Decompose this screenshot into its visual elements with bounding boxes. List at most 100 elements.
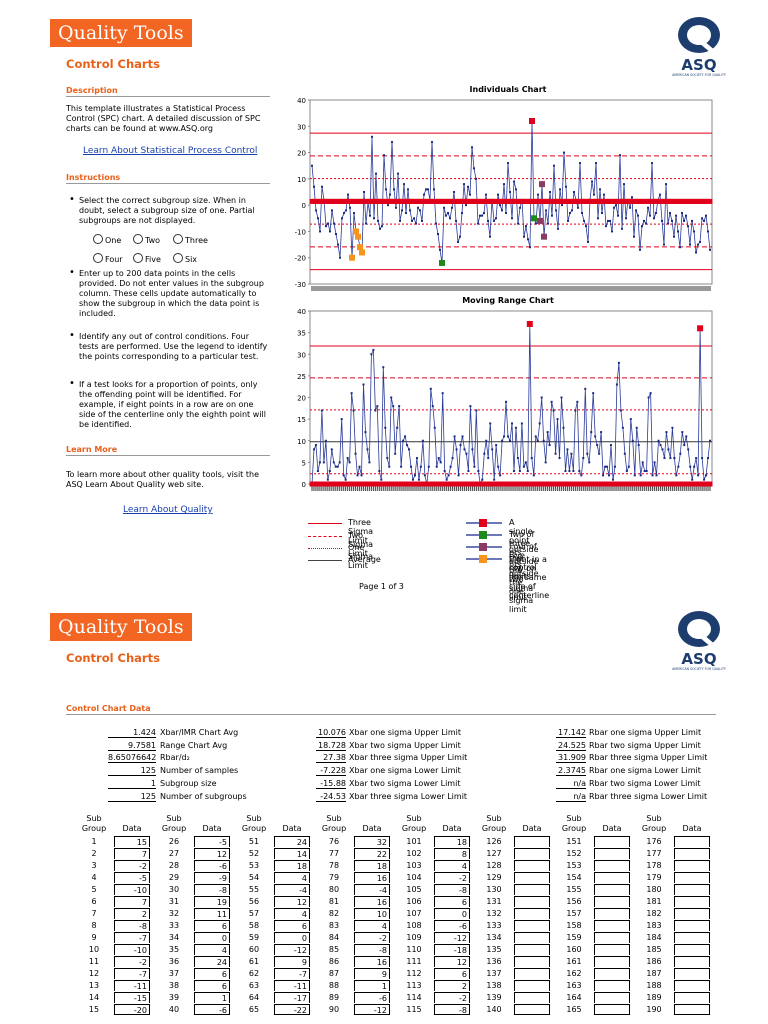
data-cell[interactable]: -10 — [114, 944, 150, 955]
data-cell[interactable]: 16 — [354, 872, 390, 883]
data-cell[interactable] — [514, 836, 550, 847]
data-cell[interactable]: -11 — [274, 980, 310, 991]
data-cell[interactable] — [514, 992, 550, 1003]
data-cell[interactable]: 4 — [354, 920, 390, 931]
data-cell[interactable]: 16 — [354, 956, 390, 967]
data-cell[interactable]: 4 — [434, 860, 470, 871]
data-cell[interactable]: -7 — [114, 968, 150, 979]
data-cell[interactable] — [594, 932, 630, 943]
data-cell[interactable]: -8 — [354, 944, 390, 955]
data-cell[interactable]: -5 — [114, 872, 150, 883]
data-cell[interactable]: 4 — [194, 944, 230, 955]
data-cell[interactable]: 18 — [354, 860, 390, 871]
radio-six[interactable]: Six — [173, 253, 197, 264]
data-cell[interactable] — [674, 848, 710, 859]
data-cell[interactable]: 24 — [194, 956, 230, 967]
data-cell[interactable]: 19 — [194, 896, 230, 907]
data-cell[interactable]: 6 — [434, 896, 470, 907]
data-cell[interactable] — [674, 920, 710, 931]
data-cell[interactable]: -2 — [114, 956, 150, 967]
data-cell[interactable]: -9 — [194, 872, 230, 883]
data-cell[interactable]: -12 — [274, 944, 310, 955]
data-cell[interactable]: 6 — [194, 968, 230, 979]
data-cell[interactable]: 6 — [194, 920, 230, 931]
data-cell[interactable] — [594, 956, 630, 967]
data-cell[interactable] — [594, 908, 630, 919]
data-cell[interactable] — [674, 980, 710, 991]
data-cell[interactable] — [514, 920, 550, 931]
data-cell[interactable] — [594, 944, 630, 955]
data-cell[interactable]: 1 — [194, 992, 230, 1003]
data-cell[interactable]: -8 — [434, 1004, 470, 1015]
data-cell[interactable] — [514, 848, 550, 859]
data-cell[interactable]: 16 — [354, 896, 390, 907]
data-cell[interactable]: -7 — [114, 932, 150, 943]
data-cell[interactable]: -2 — [354, 932, 390, 943]
data-cell[interactable]: 18 — [434, 836, 470, 847]
data-cell[interactable] — [514, 932, 550, 943]
data-cell[interactable]: -18 — [434, 944, 470, 955]
data-cell[interactable] — [594, 872, 630, 883]
data-cell[interactable]: 24 — [274, 836, 310, 847]
data-cell[interactable] — [594, 884, 630, 895]
data-cell[interactable] — [674, 836, 710, 847]
data-cell[interactable]: 8 — [434, 848, 470, 859]
data-cell[interactable]: 11 — [194, 908, 230, 919]
data-cell[interactable]: 2 — [114, 908, 150, 919]
data-cell[interactable] — [674, 992, 710, 1003]
data-cell[interactable] — [674, 1004, 710, 1015]
data-cell[interactable] — [594, 920, 630, 931]
data-cell[interactable] — [514, 968, 550, 979]
data-cell[interactable]: 6 — [194, 980, 230, 991]
data-cell[interactable] — [594, 896, 630, 907]
data-cell[interactable]: -2 — [434, 872, 470, 883]
data-cell[interactable]: -6 — [194, 1004, 230, 1015]
data-cell[interactable]: -6 — [354, 992, 390, 1003]
data-cell[interactable] — [514, 908, 550, 919]
data-cell[interactable]: 7 — [114, 848, 150, 859]
data-cell[interactable]: 0 — [194, 932, 230, 943]
data-cell[interactable]: 0 — [274, 932, 310, 943]
data-cell[interactable] — [514, 1004, 550, 1015]
data-cell[interactable]: -10 — [114, 884, 150, 895]
data-cell[interactable] — [674, 896, 710, 907]
data-cell[interactable]: 9 — [354, 968, 390, 979]
data-cell[interactable] — [594, 836, 630, 847]
radio-four[interactable]: Four — [93, 253, 123, 264]
data-cell[interactable] — [674, 884, 710, 895]
data-cell[interactable]: -5 — [194, 836, 230, 847]
data-cell[interactable]: 6 — [274, 920, 310, 931]
data-cell[interactable]: 22 — [354, 848, 390, 859]
data-cell[interactable]: -6 — [434, 920, 470, 931]
data-cell[interactable] — [594, 1004, 630, 1015]
data-cell[interactable]: -2 — [114, 860, 150, 871]
data-cell[interactable] — [674, 908, 710, 919]
data-cell[interactable] — [674, 860, 710, 871]
data-cell[interactable]: 4 — [274, 908, 310, 919]
radio-one[interactable]: One — [93, 234, 121, 245]
data-cell[interactable]: -8 — [194, 884, 230, 895]
quality-link[interactable]: Learn About Quality — [123, 505, 213, 515]
data-cell[interactable] — [514, 896, 550, 907]
data-cell[interactable] — [674, 968, 710, 979]
data-cell[interactable] — [514, 884, 550, 895]
radio-three[interactable]: Three — [173, 234, 208, 245]
data-cell[interactable] — [514, 956, 550, 967]
data-cell[interactable]: -8 — [114, 920, 150, 931]
data-cell[interactable]: 12 — [274, 896, 310, 907]
data-cell[interactable]: -11 — [114, 980, 150, 991]
data-cell[interactable] — [674, 944, 710, 955]
data-cell[interactable]: 12 — [434, 956, 470, 967]
data-cell[interactable]: -2 — [434, 992, 470, 1003]
spc-link[interactable]: Learn About Statistical Process Control — [83, 146, 258, 156]
data-cell[interactable] — [514, 944, 550, 955]
data-cell[interactable]: 18 — [274, 860, 310, 871]
data-cell[interactable]: 2 — [434, 980, 470, 991]
data-cell[interactable]: -12 — [354, 1004, 390, 1015]
data-cell[interactable] — [594, 860, 630, 871]
data-cell[interactable]: 12 — [194, 848, 230, 859]
data-cell[interactable] — [594, 968, 630, 979]
radio-five[interactable]: Five — [133, 253, 161, 264]
data-cell[interactable]: 32 — [354, 836, 390, 847]
data-cell[interactable]: -17 — [274, 992, 310, 1003]
